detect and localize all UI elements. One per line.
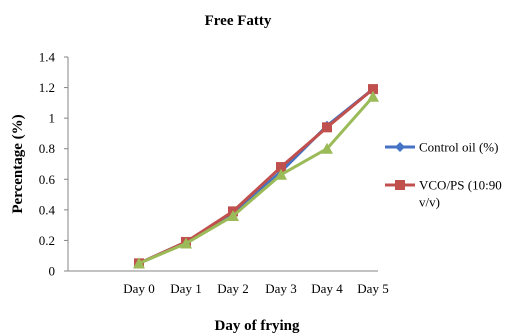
y-tick-label: 1 bbox=[49, 111, 56, 126]
data-point bbox=[322, 122, 332, 133]
series-3 bbox=[133, 90, 379, 269]
y-axis-title: Percentage (%) bbox=[10, 114, 26, 213]
x-tick-label: Day 0 bbox=[123, 281, 154, 296]
series-line bbox=[138, 87, 374, 265]
legend-entry: VCO/PS (10:90 v/v) bbox=[385, 178, 502, 210]
chart-title: Free Fatty bbox=[205, 13, 272, 29]
y-tick-label: 0 bbox=[49, 264, 56, 279]
data-point bbox=[180, 237, 192, 249]
data-point bbox=[227, 209, 239, 221]
x-tick-label: Day 4 bbox=[311, 281, 343, 296]
series-2 bbox=[134, 84, 378, 269]
data-point bbox=[275, 168, 287, 180]
y-tick-label: 0.2 bbox=[39, 233, 55, 248]
x-tick-labels: Day 0 Day 1 Day 2 Day 3 Day 4 Day 5 bbox=[123, 281, 388, 296]
y-tick-label: 1.2 bbox=[39, 80, 55, 95]
y-tick-label: 0.4 bbox=[39, 202, 56, 217]
data-point bbox=[321, 142, 333, 154]
legend: Control oil (%) VCO/PS (10:90 v/v) bbox=[385, 140, 502, 210]
series-layer bbox=[133, 84, 379, 269]
legend-marker bbox=[395, 142, 405, 152]
legend-entry: Control oil (%) bbox=[385, 140, 498, 155]
x-tick-label: Day 2 bbox=[217, 281, 248, 296]
y-tick-label: 0.8 bbox=[39, 141, 55, 156]
x-axis-title: Day of frying bbox=[215, 318, 300, 334]
data-point bbox=[276, 162, 286, 173]
data-point bbox=[367, 90, 379, 102]
series-1 bbox=[134, 84, 378, 269]
y-tick-label: 0.6 bbox=[39, 172, 56, 187]
x-tick-label: Day 1 bbox=[170, 281, 201, 296]
legend-marker bbox=[395, 180, 405, 190]
data-point bbox=[133, 257, 145, 269]
legend-label: Control oil (%) bbox=[419, 140, 498, 155]
legend-label: VCO/PS (10:90 v/v) bbox=[419, 178, 502, 210]
y-tick-label: 1.4 bbox=[39, 50, 56, 65]
data-point bbox=[368, 84, 378, 95]
x-tick-label: Day 5 bbox=[357, 281, 388, 296]
x-tick-label: Day 3 bbox=[265, 281, 296, 296]
series-line bbox=[138, 95, 375, 265]
y-tick-labels: 0 0.2 0.4 0.6 0.8 1 1.2 1.4 bbox=[39, 50, 68, 279]
